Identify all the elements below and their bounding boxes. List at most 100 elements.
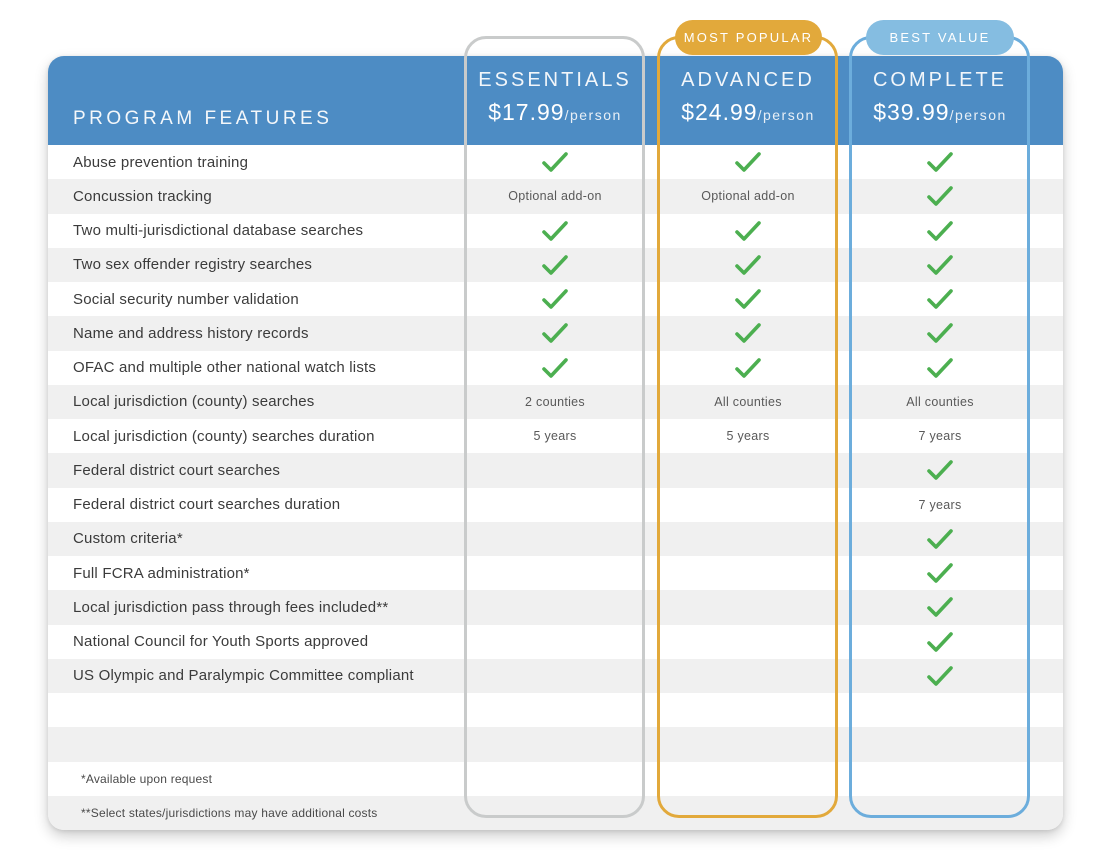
feature-value: 2 counties xyxy=(525,394,585,409)
check-icon xyxy=(658,316,838,350)
table-row: Full FCRA administration* xyxy=(48,556,1063,591)
plan-price: $17.99/person xyxy=(460,99,650,126)
price-unit: /person xyxy=(564,107,622,123)
plan-price: $24.99/person xyxy=(653,99,843,126)
plan-name: ADVANCED xyxy=(681,69,815,91)
plan-header-essentials: ESSENTIALS $17.99/person xyxy=(460,69,650,126)
table-row: US Olympic and Paralympic Committee comp… xyxy=(48,658,1063,693)
check-icon xyxy=(850,179,1030,213)
feature-label: Local jurisdiction (county) searches xyxy=(73,393,315,411)
check-icon xyxy=(850,590,1030,624)
plan-price: $39.99/person xyxy=(845,99,1035,126)
check-icon xyxy=(465,214,645,248)
feature-value: 7 years xyxy=(918,429,962,444)
check-icon xyxy=(465,282,645,316)
feature-value xyxy=(465,522,645,556)
feature-value: 5 years xyxy=(726,429,770,444)
table-row: Local jurisdiction (county) searches 2 co… xyxy=(48,384,1063,419)
best-value-badge: BEST VALUE xyxy=(866,20,1014,55)
feature-value xyxy=(658,453,838,487)
feature-value: All counties xyxy=(714,394,782,409)
table-header: PROGRAM FEATURES ESSENTIALS $17.99/perso… xyxy=(48,56,1063,145)
feature-value: All counties xyxy=(906,394,974,409)
feature-value xyxy=(465,590,645,624)
plan-name: ESSENTIALS xyxy=(478,69,632,91)
table-row: Federal district court searches xyxy=(48,453,1063,488)
feature-label: US Olympic and Paralympic Committee comp… xyxy=(73,667,414,685)
footnote-text: **Select states/jurisdictions may have a… xyxy=(81,805,378,820)
feature-value: 7 years xyxy=(918,497,962,512)
feature-value xyxy=(658,522,838,556)
table-row: Custom criteria* xyxy=(48,521,1063,556)
feature-label: Two multi-jurisdictional database search… xyxy=(73,222,364,240)
plan-header-advanced: ADVANCED $24.99/person xyxy=(653,69,843,126)
check-icon xyxy=(850,453,1030,487)
check-icon xyxy=(850,659,1030,693)
table-row: Two sex offender registry searches xyxy=(48,247,1063,282)
check-icon xyxy=(465,145,645,179)
feature-value: Optional add-on xyxy=(508,189,602,204)
price-amount: $17.99 xyxy=(488,99,565,125)
table-row: Local jurisdiction (county) searches dur… xyxy=(48,419,1063,454)
feature-rows: Abuse prevention training Concussion trac… xyxy=(48,145,1063,693)
table-row: Concussion tracking Optional add-on Option… xyxy=(48,179,1063,214)
check-icon xyxy=(465,351,645,385)
price-unit: /person xyxy=(757,107,815,123)
check-icon xyxy=(850,625,1030,659)
feature-value: 5 years xyxy=(533,429,577,444)
price-unit: /person xyxy=(949,107,1007,123)
feature-label: Custom criteria* xyxy=(73,530,183,548)
feature-label: Concussion tracking xyxy=(73,187,212,205)
check-icon xyxy=(658,248,838,282)
table-row: Federal district court searches duration… xyxy=(48,487,1063,522)
table-row: OFAC and multiple other national watch l… xyxy=(48,350,1063,385)
feature-value xyxy=(658,556,838,590)
feature-label: Local jurisdiction (county) searches dur… xyxy=(73,427,375,445)
feature-value xyxy=(465,625,645,659)
table-row: Local jurisdiction pass through fees inc… xyxy=(48,590,1063,625)
check-icon xyxy=(850,351,1030,385)
check-icon xyxy=(465,248,645,282)
check-icon xyxy=(850,214,1030,248)
price-amount: $39.99 xyxy=(873,99,950,125)
feature-value xyxy=(658,590,838,624)
empty-row xyxy=(48,727,1063,762)
feature-label: OFAC and multiple other national watch l… xyxy=(73,359,377,377)
table-row: Abuse prevention training xyxy=(48,145,1063,180)
feature-value xyxy=(465,659,645,693)
feature-value: Optional add-on xyxy=(701,189,795,204)
check-icon xyxy=(850,522,1030,556)
pricing-table-card: PROGRAM FEATURES ESSENTIALS $17.99/perso… xyxy=(48,56,1063,830)
plan-name: COMPLETE xyxy=(872,69,1008,91)
check-icon xyxy=(658,145,838,179)
footnote-row: *Available upon request xyxy=(48,761,1063,796)
footnote-row: **Select states/jurisdictions may have a… xyxy=(48,795,1063,830)
check-icon xyxy=(850,145,1030,179)
check-icon xyxy=(658,214,838,248)
check-icon xyxy=(658,351,838,385)
feature-label: National Council for Youth Sports approv… xyxy=(73,633,369,651)
plan-header-complete: COMPLETE $39.99/person xyxy=(845,69,1035,126)
check-icon xyxy=(850,556,1030,590)
feature-label: Local jurisdiction pass through fees inc… xyxy=(73,598,389,616)
empty-row xyxy=(48,693,1063,728)
feature-label: Full FCRA administration* xyxy=(73,564,250,582)
footnote-text: *Available upon request xyxy=(81,771,213,786)
table-row: Social security number validation xyxy=(48,282,1063,317)
check-icon xyxy=(850,282,1030,316)
feature-value xyxy=(465,556,645,590)
feature-value xyxy=(465,453,645,487)
feature-value xyxy=(658,488,838,522)
feature-label: Name and address history records xyxy=(73,324,309,342)
check-icon xyxy=(658,282,838,316)
most-popular-badge: MOST POPULAR xyxy=(675,20,822,55)
feature-value xyxy=(465,488,645,522)
program-features-title: PROGRAM FEATURES xyxy=(73,108,333,129)
feature-label: Federal district court searches xyxy=(73,461,281,479)
table-row: National Council for Youth Sports approv… xyxy=(48,624,1063,659)
check-icon xyxy=(850,248,1030,282)
feature-label: Federal district court searches duration xyxy=(73,496,341,514)
feature-label: Abuse prevention training xyxy=(73,153,249,171)
feature-label: Two sex offender registry searches xyxy=(73,256,313,274)
